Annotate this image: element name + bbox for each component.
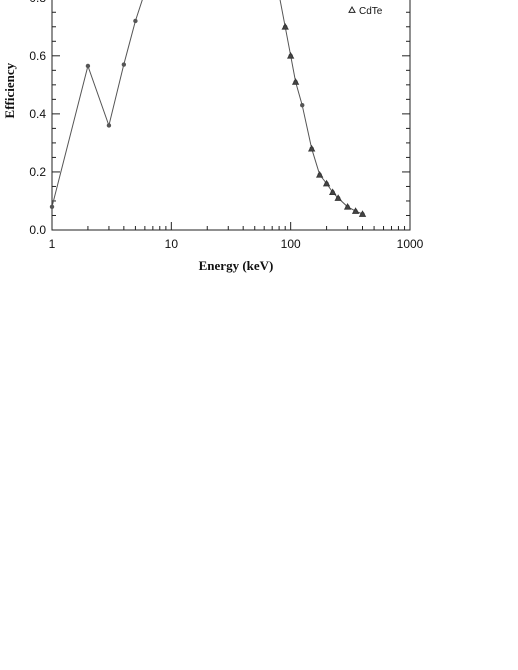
data-point-triangle (358, 210, 367, 217)
y-tick-label: 0.6 (29, 49, 46, 63)
x-axis-title: Energy (keV) (199, 258, 274, 273)
x-tick-label: 1000 (397, 237, 424, 251)
plot-frame (51, 0, 411, 231)
legend-entry-cdte: CdTe (348, 5, 383, 17)
legend-label: CdTe (359, 6, 383, 17)
data-point-triangle (322, 179, 331, 187)
data-point (49, 204, 55, 209)
data-point-triangle (334, 194, 342, 201)
legend-marker-triangle (348, 5, 356, 13)
data-point-triangle (281, 22, 289, 30)
data-point-triangle (291, 78, 300, 85)
data-point-triangle (329, 188, 337, 196)
series-lines (51, 0, 363, 215)
x-tick-label: 1 (49, 237, 56, 251)
y-axis: 0.0 0.2 0.4 0.6 0.8 (29, 0, 410, 237)
data-point (121, 62, 127, 67)
data-point (106, 123, 112, 128)
y-tick-label: 0.8 (29, 0, 46, 5)
data-point (300, 102, 305, 108)
y-axis-title: Efficiency (2, 62, 17, 118)
data-point-triangle (351, 207, 360, 214)
x-tick-label: 10 (165, 237, 179, 251)
series-markers (49, 18, 367, 217)
data-point-triangle (308, 144, 316, 152)
data-point-triangle (315, 171, 324, 178)
plot-border (51, 0, 411, 231)
x-axis: 1 10 100 1000 (49, 222, 424, 251)
y-tick-label: 0.4 (29, 107, 46, 121)
data-point (85, 63, 91, 69)
series-line (51, 0, 363, 215)
data-point (133, 18, 138, 24)
data-point-triangle (286, 51, 295, 59)
x-tick-label: 100 (281, 237, 301, 251)
y-tick-label: 0.2 (29, 165, 46, 179)
data-point-triangle (343, 202, 352, 210)
legend: CdTe (348, 5, 383, 17)
y-tick-label: 0.0 (29, 223, 46, 237)
